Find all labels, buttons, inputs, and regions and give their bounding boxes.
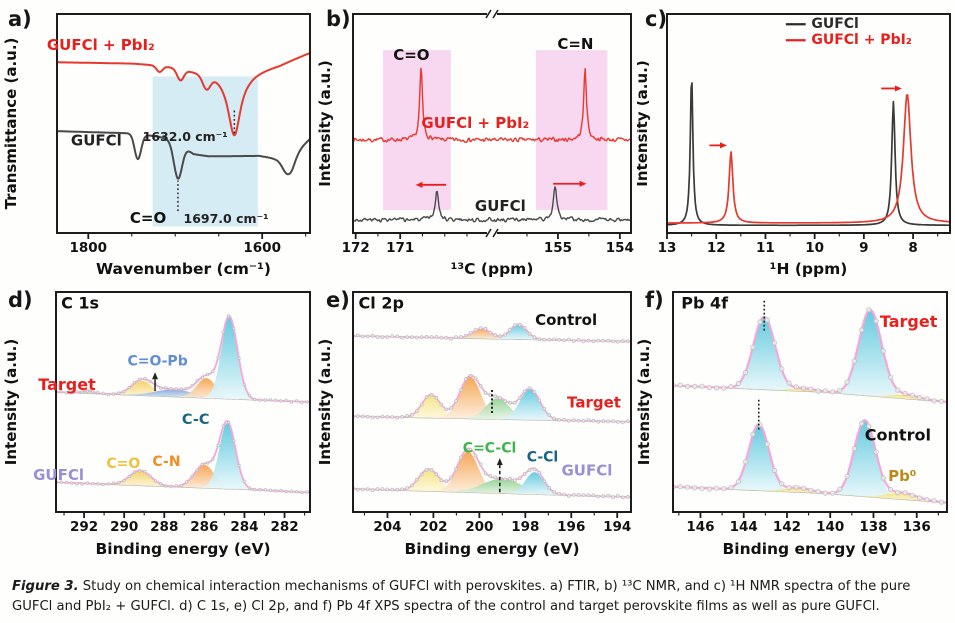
svg-text:8: 8	[908, 240, 917, 256]
svg-text:202: 202	[419, 519, 447, 535]
svg-text:C=O-Pb: C=O-Pb	[127, 354, 187, 370]
svg-text:GUFCl + PbI₂: GUFCl + PbI₂	[47, 36, 155, 54]
caption-label: Figure 3.	[12, 579, 79, 594]
svg-text:C-N: C-N	[152, 454, 180, 470]
svg-text:1632.0 cm⁻¹: 1632.0 cm⁻¹	[143, 129, 228, 144]
svg-text:10: 10	[805, 240, 824, 256]
panel-d-letter: d)	[8, 288, 33, 312]
panel-c-h1-nmr: c) 13 12 11 10 9 8 ¹H (ppm) Intensity (a.u.) GUF…	[637, 2, 955, 280]
svg-text:C=C-Cl: C=C-Cl	[463, 441, 516, 457]
svg-text:138: 138	[859, 519, 887, 535]
panel-c-plot: 13 12 11 10 9 8 ¹H (ppm) Intensity (a.u.) GUFClG…	[637, 13, 951, 278]
svg-text:136: 136	[903, 519, 931, 535]
svg-text:288: 288	[150, 519, 178, 535]
svg-text:Control: Control	[865, 426, 931, 445]
svg-text:¹³C (ppm): ¹³C (ppm)	[451, 260, 534, 278]
svg-text:GUFCl + PbI₂: GUFCl + PbI₂	[811, 32, 912, 48]
svg-text:146: 146	[686, 519, 714, 535]
svg-text:154: 154	[606, 240, 634, 256]
svg-text:171: 171	[386, 240, 414, 256]
svg-text:198: 198	[511, 519, 539, 535]
panel-f-plot: 146 144 142 140 138 136 Binding energy (eV) Int…	[637, 291, 948, 558]
svg-text:Control: Control	[535, 311, 597, 329]
svg-text:GUFCl: GUFCl	[562, 462, 613, 480]
svg-text:¹H (ppm): ¹H (ppm)	[770, 260, 848, 278]
svg-text:286: 286	[190, 519, 218, 535]
svg-text:290: 290	[110, 519, 138, 535]
panel-e-cl2p-xps: e) 204 202 200 198 196 194 Binding energy (eV)…	[318, 283, 637, 573]
figure-caption: Figure 3. Study on chemical interaction …	[12, 577, 944, 618]
panel-b-plot: 172 171 155 154 ¹³C (ppm) Intensity (a.u.) C=O…	[318, 9, 634, 278]
svg-text:GUFCl: GUFCl	[811, 16, 859, 32]
svg-text:Wavenumber (cm⁻¹): Wavenumber (cm⁻¹)	[96, 260, 271, 278]
panel-a-letter: a)	[8, 7, 32, 31]
svg-text:Target: Target	[38, 375, 96, 394]
svg-text:C-Cl: C-Cl	[527, 449, 558, 465]
panel-c-letter: c)	[645, 7, 668, 31]
svg-text:Intensity (a.u.): Intensity (a.u.)	[637, 339, 653, 465]
svg-text:Intensity (a.u.): Intensity (a.u.)	[637, 60, 651, 186]
svg-text:284: 284	[230, 519, 258, 535]
svg-text:C-C: C-C	[182, 412, 210, 428]
svg-text:Intensity (a.u.): Intensity (a.u.)	[318, 339, 334, 465]
svg-text:292: 292	[70, 519, 98, 535]
panel-f-pb4f-xps: f) 146 144 142 140 138 136 Binding energy (eV)…	[637, 283, 955, 573]
svg-text:C=N: C=N	[557, 35, 593, 53]
svg-text:Pb 4f: Pb 4f	[681, 294, 729, 313]
panel-f-letter: f)	[645, 288, 664, 312]
svg-text:C=O: C=O	[393, 46, 429, 64]
panel-d-c1s-xps: d) 292 290 288 286 284 282 Binding energy (eV)…	[0, 283, 318, 573]
svg-text:12: 12	[707, 240, 726, 256]
svg-text:Binding energy (eV): Binding energy (eV)	[404, 540, 579, 558]
panel-b-letter: b)	[326, 7, 351, 31]
svg-text:282: 282	[270, 519, 298, 535]
svg-text:C=O: C=O	[130, 209, 166, 227]
svg-text:13: 13	[658, 240, 677, 256]
svg-text:1600: 1600	[243, 240, 281, 256]
svg-text:204: 204	[373, 519, 401, 535]
svg-text:142: 142	[773, 519, 801, 535]
svg-text:1800: 1800	[70, 240, 108, 256]
svg-text:1697.0 cm⁻¹: 1697.0 cm⁻¹	[184, 211, 269, 226]
svg-text:Transmittance (a.u.): Transmittance (a.u.)	[2, 38, 20, 210]
panel-e-letter: e)	[326, 288, 350, 312]
svg-text:Binding energy (eV): Binding energy (eV)	[722, 540, 897, 558]
panel-a-plot: 1800 1600 Wavenumber (cm⁻¹) Transmittance (…	[2, 13, 311, 278]
svg-text:196: 196	[557, 519, 585, 535]
svg-text:Binding energy (eV): Binding energy (eV)	[95, 540, 270, 558]
caption-text: Study on chemical interaction mechanisms…	[12, 579, 911, 615]
svg-text:Pb⁰: Pb⁰	[888, 467, 916, 485]
svg-text:172: 172	[342, 240, 370, 256]
svg-text:C=O: C=O	[106, 456, 140, 472]
svg-text:155: 155	[544, 240, 572, 256]
svg-text:194: 194	[603, 519, 631, 535]
svg-text:11: 11	[756, 240, 775, 256]
svg-text:144: 144	[730, 519, 758, 535]
svg-text:200: 200	[465, 519, 493, 535]
svg-text:140: 140	[816, 519, 844, 535]
svg-text:Cl 2p: Cl 2p	[359, 294, 404, 313]
svg-text:GUFCl + PbI₂: GUFCl + PbI₂	[421, 114, 529, 132]
svg-text:GUFCl: GUFCl	[33, 466, 84, 484]
svg-text:Target: Target	[567, 394, 621, 412]
svg-text:Intensity (a.u.): Intensity (a.u.)	[2, 339, 20, 465]
panel-b-c13-nmr: b) 172 171 155 154 ¹³C (ppm) Intensity (a.u.)…	[318, 2, 637, 280]
svg-text:Intensity (a.u.): Intensity (a.u.)	[318, 60, 334, 186]
svg-text:Target: Target	[880, 312, 938, 331]
panel-e-plot: 204 202 200 198 196 194 Binding energy (eV) Int…	[318, 291, 632, 558]
svg-text:GUFCl: GUFCl	[475, 197, 526, 215]
svg-text:GUFCl: GUFCl	[71, 131, 122, 149]
svg-text:C 1s: C 1s	[61, 294, 99, 313]
svg-text:9: 9	[859, 240, 868, 256]
panel-a-ftir: a) 1800 1600 Wavenumber (cm⁻¹) Transmittanc…	[0, 2, 318, 280]
